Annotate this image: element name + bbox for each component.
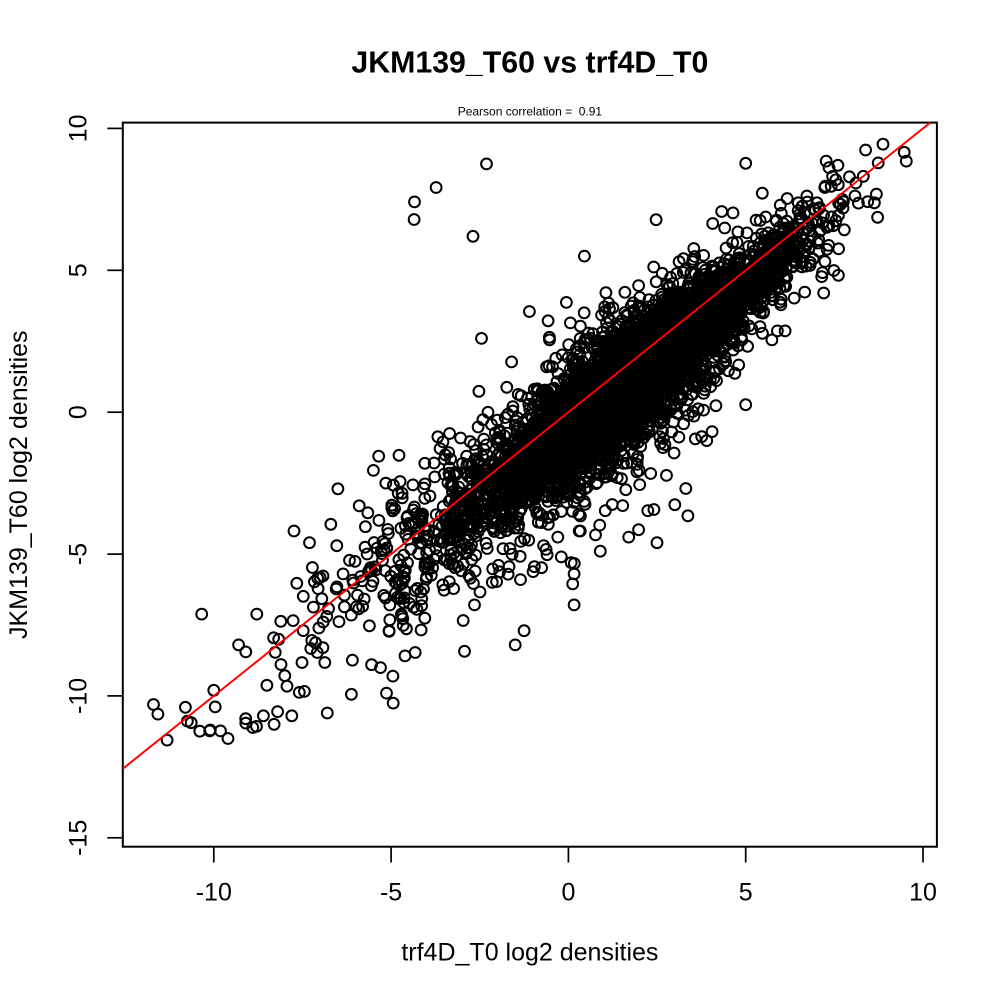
svg-text:JKM139_T60 vs trf4D_T0: JKM139_T60 vs trf4D_T0 bbox=[351, 47, 708, 80]
svg-text:-5: -5 bbox=[65, 543, 93, 565]
svg-text:-15: -15 bbox=[65, 820, 93, 856]
svg-text:-5: -5 bbox=[380, 879, 402, 907]
svg-text:Pearson correlation = 0.91: Pearson correlation = 0.91 bbox=[458, 105, 603, 119]
svg-text:10: 10 bbox=[909, 879, 937, 907]
svg-text:-10: -10 bbox=[196, 879, 232, 907]
svg-text:10: 10 bbox=[65, 114, 93, 142]
svg-text:trf4D_T0 log2 densities: trf4D_T0 log2 densities bbox=[401, 939, 658, 967]
svg-text:5: 5 bbox=[65, 263, 93, 277]
svg-text:0: 0 bbox=[561, 879, 575, 907]
svg-text:0: 0 bbox=[65, 405, 93, 419]
svg-text:5: 5 bbox=[739, 879, 753, 907]
svg-text:JKM139_T60 log2 densities: JKM139_T60 log2 densities bbox=[5, 330, 33, 639]
svg-text:-10: -10 bbox=[65, 678, 93, 714]
